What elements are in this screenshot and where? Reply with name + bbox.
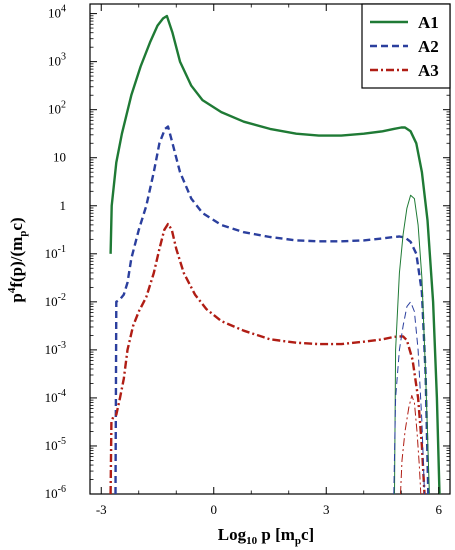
plot-area — [89, 3, 451, 495]
series-line-high-energy-4 — [393, 301, 425, 495]
y-tick-label: 10-1 — [45, 244, 66, 261]
x-tick-label: 6 — [436, 502, 443, 517]
x-tick-label: 0 — [211, 502, 218, 517]
x-axis-title: Log10 p [mpc] — [218, 525, 314, 547]
x-axis: -3 0 3 6 — [96, 4, 443, 517]
series-line-high-energy-3 — [394, 194, 430, 495]
plot-frame — [89, 3, 451, 495]
y-tick-label: 10-3 — [45, 340, 66, 357]
series-line-a2 — [114, 125, 430, 495]
y-tick-label: 1 — [60, 198, 67, 213]
x-tick-label: -3 — [96, 502, 107, 517]
y-tick-label: 10-5 — [45, 436, 66, 453]
y-tick-label: 10-4 — [45, 388, 66, 405]
y-axis: 10-6 10-5 10-4 10-3 10-2 10-1 1 10 102 103 104 — [45, 4, 450, 501]
y-tick-label: 104 — [48, 4, 66, 21]
legend-label-a1: A1 — [418, 13, 439, 32]
legend-label-a3: A3 — [418, 61, 439, 80]
y-axis-title: p4f(p)/(mpc) — [6, 217, 29, 302]
y-tick-label: 10 — [53, 150, 66, 165]
series-line-a3 — [109, 222, 426, 495]
y-tick-label: 102 — [48, 100, 66, 117]
y-tick-label: 10-6 — [45, 484, 66, 501]
x-tick-label: 3 — [323, 502, 330, 517]
y-tick-label: 103 — [48, 52, 66, 69]
legend-label-a2: A2 — [418, 37, 439, 56]
series-line-high-energy-5 — [400, 395, 422, 495]
y-tick-label: 10-2 — [45, 292, 66, 309]
series-line-a1 — [109, 14, 441, 495]
legend: A1 A2 A3 — [361, 3, 451, 89]
